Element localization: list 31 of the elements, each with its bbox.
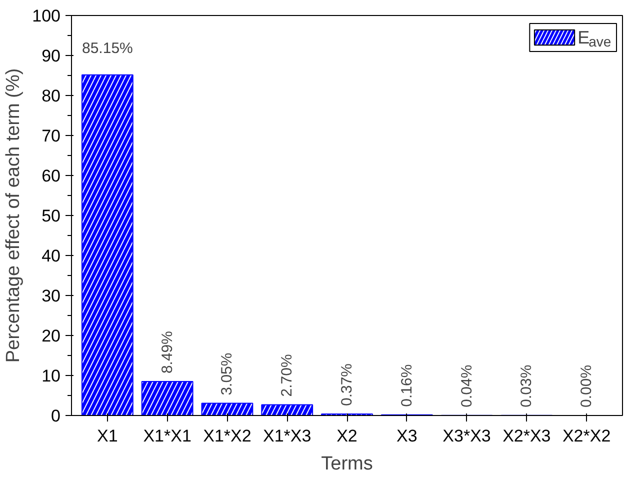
x-tick-label: X3 [396, 426, 418, 446]
text: 8.49% [158, 330, 176, 374]
x-tick-label: X2 [336, 426, 358, 446]
x-tick-label: X1*X1 [143, 426, 192, 446]
y-tick-label: 70 [42, 126, 61, 146]
y-tick-label: 100 [32, 6, 61, 26]
text: 0.37% [338, 363, 356, 406]
y-tick-label: 90 [42, 46, 61, 66]
x-tick-label: X1 [97, 426, 118, 446]
y-tick-label: 80 [42, 86, 61, 106]
y-tick-label: 60 [42, 166, 61, 186]
x-tick-label: X2*X3 [502, 426, 551, 446]
text: 0.04% [458, 364, 476, 408]
text: 0.00% [578, 364, 596, 408]
y-tick-label: 0 [51, 406, 61, 426]
x-tick-label: X1*X3 [263, 426, 312, 446]
x-tick-label: X1*X2 [203, 426, 252, 446]
text: 3.05% [218, 352, 236, 396]
y-tick-label: 40 [42, 246, 61, 266]
x-axis-title: Terms [321, 454, 373, 474]
y-axis-title: Percentage effect of each term (%) [3, 68, 24, 363]
text: 85.15% [82, 40, 133, 57]
text: 2.70% [278, 354, 296, 397]
y-tick-label: 10 [42, 366, 61, 386]
x-tick-label: X2*X2 [562, 426, 611, 446]
x-tick-label: X3*X3 [442, 426, 491, 446]
text: 0.16% [398, 364, 416, 407]
y-tick-label: 50 [42, 206, 61, 226]
text: 0.03% [518, 364, 536, 408]
y-tick-label: 20 [42, 326, 61, 346]
y-tick-label: 30 [42, 286, 61, 306]
